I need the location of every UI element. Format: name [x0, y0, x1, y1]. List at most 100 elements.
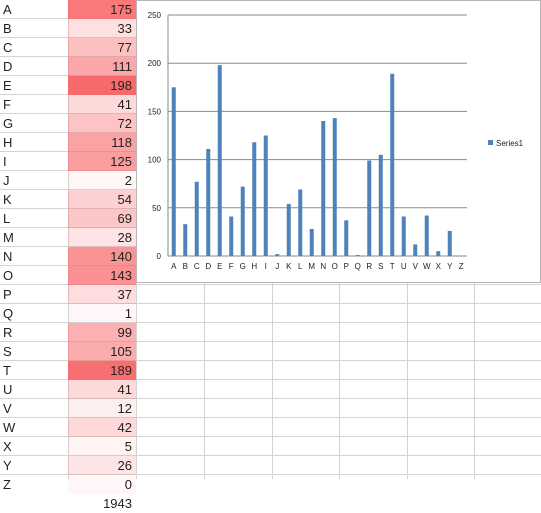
x-tick-label: J [275, 262, 279, 271]
row-label-cell[interactable]: B [3, 21, 12, 36]
row-value-cell[interactable]: 12 [68, 399, 136, 418]
bar [298, 189, 303, 256]
row-value-cell[interactable]: 0 [68, 475, 136, 494]
row-label-cell[interactable]: K [3, 192, 12, 207]
row-label-cell[interactable]: X [3, 439, 12, 454]
row-label-cell[interactable]: V [3, 401, 12, 416]
row-value-cell[interactable]: 175 [68, 0, 136, 19]
x-tick-label: V [413, 262, 419, 271]
row-label-cell[interactable]: Y [3, 458, 12, 473]
row-value-cell[interactable]: 143 [68, 266, 136, 285]
row-value-cell[interactable]: 198 [68, 76, 136, 95]
chart-canvas: 0 50 100 150 200 250 A B C D E F G H I J K L M N O P Q R S T U V W X Y… [148, 11, 524, 271]
row-label-cell[interactable]: Q [3, 306, 14, 321]
y-tick-label: 100 [148, 156, 162, 165]
x-tick-label: D [205, 262, 211, 271]
row-value-cell[interactable]: 118 [68, 133, 136, 152]
x-tick-label: H [251, 262, 257, 271]
row-label-cell[interactable]: L [3, 211, 11, 226]
x-tick-label: Q [355, 262, 361, 271]
row-label-cell[interactable]: H [3, 135, 13, 150]
row-label-cell[interactable]: D [3, 59, 13, 74]
row-label-cell[interactable]: I [3, 154, 7, 169]
bar [183, 224, 188, 256]
row-label-cell[interactable]: U [3, 382, 13, 397]
bar [413, 244, 418, 256]
row-label-cell[interactable]: O [3, 268, 14, 283]
row-value-cell[interactable]: 54 [68, 190, 136, 209]
row-label-cell[interactable]: E [3, 78, 12, 93]
row-gridline [0, 455, 541, 456]
row-label-cell[interactable]: Z [3, 477, 11, 492]
row-gridline [0, 474, 541, 475]
bar [332, 118, 337, 256]
bar-chart[interactable]: 0 50 100 150 200 250 A B C D E F G H I J K L M N O P Q R S T U V W X Y… [136, 0, 541, 283]
row-label-cell[interactable]: F [3, 97, 11, 112]
x-tick-label: U [401, 262, 407, 271]
row-value-cell[interactable]: 189 [68, 361, 136, 380]
row-value-cell[interactable]: 41 [68, 380, 136, 399]
row-value-cell[interactable]: 37 [68, 285, 136, 304]
bar [252, 142, 257, 256]
row-value-cell[interactable]: 2 [68, 171, 136, 190]
row-label-cell[interactable]: S [3, 344, 12, 359]
row-gridline [0, 398, 541, 399]
x-tick-label: B [183, 262, 188, 271]
row-value-cell[interactable]: 111 [68, 57, 136, 76]
row-label-cell[interactable]: P [3, 287, 12, 302]
x-tick-label: Y [447, 262, 453, 271]
x-tick-label: R [366, 262, 372, 271]
row-label-cell[interactable]: T [3, 363, 11, 378]
row-label-cell[interactable]: A [3, 2, 12, 17]
x-tick-label: Z [459, 262, 464, 271]
row-label-cell[interactable]: N [3, 249, 13, 264]
row-value-cell[interactable]: 125 [68, 152, 136, 171]
x-tick-label: K [286, 262, 292, 271]
row-value-cell[interactable]: 41 [68, 95, 136, 114]
y-tick-label: 250 [148, 11, 162, 20]
row-gridline [0, 303, 541, 304]
row-gridline [0, 360, 541, 361]
bar [206, 148, 211, 256]
y-tick-label: 50 [152, 204, 161, 213]
row-value-cell[interactable]: 69 [68, 209, 136, 228]
total-value-cell[interactable]: 1943 [103, 496, 132, 511]
bar [229, 216, 234, 256]
row-value-cell[interactable]: 28 [68, 228, 136, 247]
bar [240, 186, 245, 256]
row-value-cell[interactable]: 1 [68, 304, 136, 323]
bar [309, 229, 314, 256]
bar [171, 87, 176, 256]
x-tick-label: W [423, 262, 431, 271]
row-value-cell[interactable]: 33 [68, 19, 136, 38]
row-label-cell[interactable]: C [3, 40, 13, 55]
bar [447, 230, 452, 256]
bar [355, 255, 360, 256]
row-value-cell[interactable]: 5 [68, 437, 136, 456]
row-value-cell[interactable]: 42 [68, 418, 136, 437]
row-label-cell[interactable]: J [3, 173, 10, 188]
x-tick-label: C [194, 262, 200, 271]
row-value-cell[interactable]: 140 [68, 247, 136, 266]
row-label-cell[interactable]: R [3, 325, 13, 340]
row-gridline [0, 322, 541, 323]
bar [436, 251, 441, 256]
bar [275, 254, 280, 256]
row-gridline [0, 417, 541, 418]
x-tick-label: I [265, 262, 267, 271]
row-value-cell[interactable]: 72 [68, 114, 136, 133]
bar [401, 216, 406, 256]
bar [344, 220, 349, 256]
row-value-cell[interactable]: 26 [68, 456, 136, 475]
row-value-cell[interactable]: 105 [68, 342, 136, 361]
bar [194, 181, 199, 256]
row-value-cell[interactable]: 77 [68, 38, 136, 57]
row-value-cell[interactable]: 99 [68, 323, 136, 342]
row-label-cell[interactable]: M [3, 230, 14, 245]
row-label-cell[interactable]: G [3, 116, 14, 131]
row-gridline [0, 284, 541, 285]
bar [263, 135, 268, 256]
x-tick-label: G [240, 262, 246, 271]
row-label-cell[interactable]: W [3, 420, 16, 435]
x-tick-label: P [344, 262, 349, 271]
